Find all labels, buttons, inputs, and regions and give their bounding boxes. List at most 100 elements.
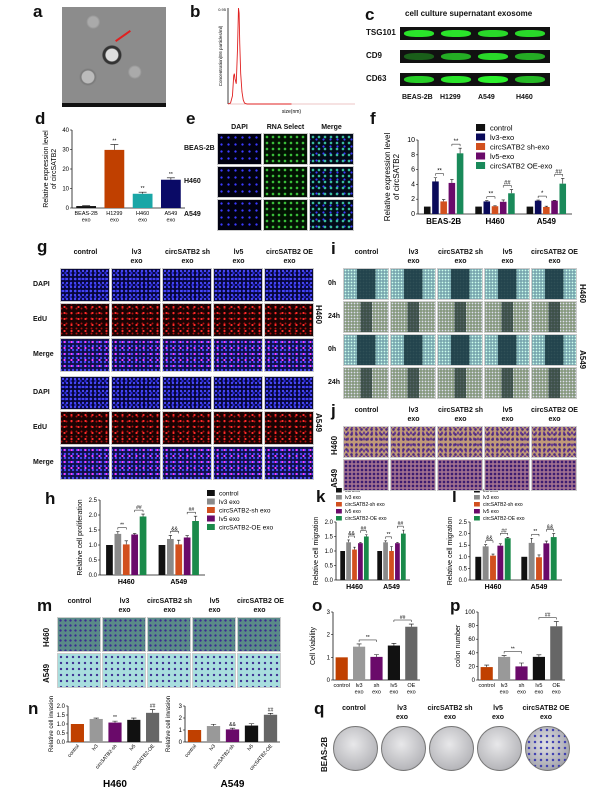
y-tick-label: 1.5 [325,535,334,541]
y-tick-label: 0 [179,740,183,746]
legend-label: circSATB2-OE exo [219,525,273,532]
x-tick-label: BEAS-2B [426,217,461,226]
x-tick-label: lv3 [91,743,100,752]
bar [158,545,166,575]
panel-label-j: j [331,401,336,420]
x-tick-label: OE exo [552,683,561,695]
y-tick-label: 10 [62,187,69,193]
label-line: Relative expression level [383,133,392,222]
legend-label: control [345,488,360,494]
significance-marker: ** [454,139,459,145]
bar [131,534,139,575]
y-tick-label: 0 [66,206,70,212]
error-bar [390,546,393,551]
error-bar [537,554,541,558]
y-axis-label: colon number [455,624,462,667]
error-bar [544,540,548,544]
treatment-line2: exo [548,416,561,423]
legend-swatch [476,124,486,131]
bar [377,551,383,580]
bar [528,542,535,580]
column-label: RNA Select [266,124,305,131]
treatment-line1: circSATB2 sh [165,249,210,256]
label-line: exo [138,217,147,223]
treatment-line2 [343,415,390,424]
legend-label: lv5 exo [219,516,240,523]
legend-label: circSATB2-sh exo [345,502,385,508]
error-bar [536,199,540,201]
bar [127,719,141,742]
treatment-line2: exo [253,607,266,614]
bar [550,537,557,580]
y-axis-label: Relative cell migration [313,517,320,586]
x-tick-label: OE exo [407,683,416,695]
error-bar [408,623,414,627]
y-tick-label: 1.5 [459,543,468,549]
micrograph [264,338,314,372]
y-axis-label: Relative cell proliferation [77,499,84,575]
culture-plate [381,726,426,771]
x-tick-label: H460 [118,579,135,586]
treatment-line1: lv3 [119,598,130,605]
micrograph [111,268,161,302]
treatment-label-0: control [343,248,390,266]
treatment-line1: lv5 [233,249,244,256]
x-tick-label: A549 [170,579,187,586]
micrograph [217,166,262,198]
cell-line-label: A549 [314,413,323,433]
micrograph [162,411,212,445]
error-bar [177,539,181,545]
treatment-line1: circSATB2 sh [427,705,473,712]
blot-band [441,52,471,61]
wound-image [343,301,389,333]
blot-band [478,29,508,38]
blot-band [515,52,545,61]
error-bar [536,654,542,657]
error-bar [248,723,255,726]
treatment-line2: exo [501,258,514,265]
bar [559,183,567,214]
significance-bracket [435,173,444,176]
label-line: Relative expression level [43,130,50,208]
row-label: H460 [42,627,51,647]
label-line: H1299 [106,211,122,217]
culture-plate [477,726,522,771]
significance-bracket [486,196,496,199]
y-tick-label: 3 [179,704,183,710]
legend-swatch [474,502,480,507]
y-tick-label: 0.5 [89,558,98,564]
micrograph [60,411,110,445]
row-label: A549 [330,468,339,488]
bar [483,201,491,214]
bar [504,538,511,580]
invasion-image [57,617,101,652]
x-tick-label: lv5 exo [389,683,398,695]
invasion-image [192,653,236,688]
significance-bracket [538,617,557,620]
micrograph [162,338,212,372]
significance-bracket [360,530,367,533]
x-tick-label: lv3 exo [500,683,509,695]
treatment-label-3: lv5 exo [484,248,531,266]
treatment-line2 [60,257,111,266]
treatment-line1: control [73,249,98,256]
blot-band [404,52,434,61]
row-label: BEAS-2B [320,736,329,772]
row-label: H460 [184,178,201,185]
y-tick-label: 1 [327,655,331,661]
y-axis-label: Relative cell invasion [49,696,55,752]
label-line: H460 [136,211,149,217]
significance-marker: ** [489,192,494,198]
error-bar [168,535,173,539]
wound-image [437,367,483,399]
bar [192,521,199,575]
legend-swatch [207,524,215,530]
bar [76,206,97,208]
error-bar [519,662,524,667]
chart-title: H460 [103,779,127,790]
significance-bracket [117,527,127,530]
bar [448,182,456,214]
error-bar [501,655,507,657]
error-bar [149,709,156,713]
bar [89,718,103,742]
